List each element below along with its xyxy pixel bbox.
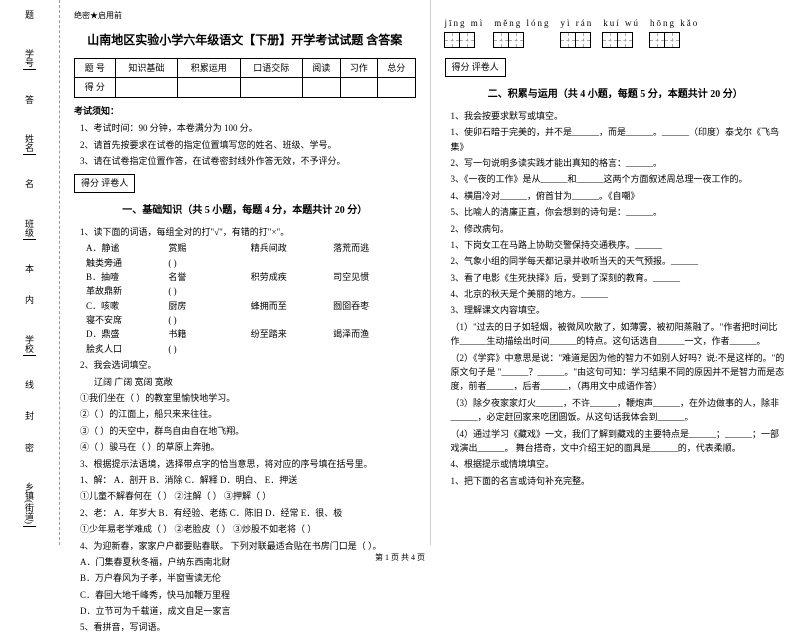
- cell-6[interactable]: [377, 78, 415, 97]
- s2q3-stem: 3、理解课文内容填空。: [451, 303, 787, 317]
- q2-stem: 2、我会选词填空。: [80, 358, 416, 372]
- cell-5[interactable]: [340, 78, 377, 97]
- s2q4-stem: 4、根据提示或情境填空。: [451, 457, 787, 471]
- bind-vert-4: 内: [23, 295, 36, 310]
- s2q3-4: （4）通过学习《藏戏》一文，我们了解到藏戏的主要特点是______；______…: [451, 427, 787, 456]
- q3-1b: ①儿童不解春何在（ ） ②注解（ ） ③押解（ ）: [80, 489, 416, 503]
- s2q2-3: 3、看了电影《生死抉择》后，受到了深刻的教育。______: [451, 271, 787, 285]
- cell-1[interactable]: [115, 78, 177, 97]
- exam-title: 山南地区实验小学六年级语文【下册】开学考试试题 含答案: [74, 31, 416, 50]
- py-3: kuí wú: [603, 16, 640, 48]
- s2q2-stem: 2、修改病句。: [451, 222, 787, 236]
- q3-stem: 3、根据提示法语境，选择带点字的恰当意思，将对应的序号填在括号里。: [80, 457, 416, 471]
- bind-label-4: 乡镇(街道): [23, 482, 36, 527]
- q4-d: D．立节可为千载道，成文自足一家言: [80, 604, 416, 618]
- row-label: 得 分: [75, 78, 116, 97]
- q2-2: ②（ ）的江面上，船只来来往往。: [80, 407, 416, 421]
- notice-3: 3、请在试卷指定位置作答，在试卷密封线外作答无效，不予评分。: [80, 154, 416, 168]
- bind-vert-6: 封: [23, 411, 36, 426]
- s2q2-2: 2、气象小组的同学每天都记录并收听当天的天气预报。______: [451, 254, 787, 268]
- binding-strip: 题 学号 答 姓名 名 班级 本 内 学校 线 封 密 乡镇(街道): [0, 0, 60, 545]
- left-column: 绝密★启用前 山南地区实验小学六年级语文【下册】开学考试试题 含答案 题 号 知…: [60, 0, 431, 545]
- cell-4[interactable]: [303, 78, 340, 97]
- score-box-2: 得分 评卷人: [445, 58, 506, 76]
- q1-rowD: D．鼎盛书籍纷至踏来竭泽而渔脍炙人口( ): [86, 327, 416, 356]
- s2q2-1: 1、下岗女工在马路上协助交警保持交通秩序。______: [451, 238, 787, 252]
- bind-label-3: 学校: [23, 335, 36, 356]
- s2q2-4: 4、北京的秋天是个美丽的地方。______: [451, 287, 787, 301]
- notice-1: 1、考试时间：90 分钟，本卷满分为 100 分。: [80, 121, 416, 135]
- bind-vert-0: 题: [23, 10, 36, 25]
- section1-title: 一、基础知识（共 5 小题，每题 4 分，本题共计 20 分）: [74, 203, 416, 219]
- score-table: 题 号 知识基础 积累运用 口语交际 阅读 习作 总分 得 分: [74, 58, 416, 98]
- page-footer: 第 1 页 共 4 页: [0, 552, 800, 563]
- bind-vert-1: 答: [23, 95, 36, 110]
- s2q3-2: （2）《学弈》中意思是说："难道是因为他的智力不如别人好吗？说:不是这样的。"的…: [451, 351, 787, 394]
- s2q1-4: 4、横眉冷对______，俯首甘为______。《自嘲》: [451, 189, 787, 203]
- q3-1: 1、解： A．剖开 B．消除 C．解释 D．明白、 E．押送: [80, 473, 416, 487]
- bind-vert-2: 名: [23, 179, 36, 194]
- py-1: měng lóng: [494, 16, 550, 48]
- bind-label-0: 学号: [23, 49, 36, 70]
- q4-b: B．万户春风为子孝，半窗雪读无伦: [80, 571, 416, 585]
- s2q1-3: 3、《一夜的工作》是从______和______这两个方面叙述周总理一夜工作的。: [451, 172, 787, 186]
- s2q1-1: 1、使卯石暗于完美的，并不是______，而是______。______（印度）…: [451, 125, 787, 154]
- q3-2b: ①少年易老学难成（ ） ②老脸皮（ ） ③炒股不如老将（ ）: [80, 522, 416, 536]
- py-0: jīng mì: [445, 16, 485, 48]
- q1-rowC: C．咳嗽厨房蜂拥而至囫囵吞枣寝不安席( ): [86, 299, 416, 328]
- bind-vert-5: 线: [23, 380, 36, 395]
- s2q1-2: 2、写一句说明多读实践才能出真知的格言：______。: [451, 156, 787, 170]
- bind-label-1: 姓名: [23, 134, 36, 155]
- pinyin-row: jīng mì měng lóng yì rán kuí wú hōng kǎo: [445, 16, 787, 48]
- q3-2: 2、老： A．年岁大 B．有经验、老练 C．陈旧 D．经常 E．很、极: [80, 506, 416, 520]
- q5-stem: 5、看拼音，写词语。: [80, 620, 416, 634]
- q1-rowA: A．静谧赏赐精兵间政落荒而逃触类旁通( ): [86, 241, 416, 270]
- q1-rowB: B．抽噎名誉积劳成疾司空见惯革故鼎新( ): [86, 270, 416, 299]
- q1-stem: 1、读下面的词语，每组全对的打"√"，有错的打"×"。: [80, 225, 416, 239]
- th-1: 知识基础: [115, 58, 177, 77]
- th-2: 积累运用: [178, 58, 240, 77]
- th-4: 阅读: [303, 58, 340, 77]
- th-0: 题 号: [75, 58, 116, 77]
- s2q1-stem: 1、我会按要求默写或填空。: [451, 109, 787, 123]
- q2-1: ①我们坐在（ ）的教室里愉快地学习。: [80, 391, 416, 405]
- s2q4-1: 1、把下面的名言或诗句补充完整。: [451, 474, 787, 488]
- s2q1-5: 5、比喻人的清廉正直，你会想到的诗句是：______。: [451, 205, 787, 219]
- bind-vert-7: 密: [23, 443, 36, 458]
- cell-3[interactable]: [240, 78, 302, 97]
- section2-title: 二、积累与运用（共 4 小题，每题 5 分，本题共计 20 分）: [445, 87, 787, 103]
- bind-label-2: 班级: [23, 219, 36, 240]
- py-2: yì rán: [561, 16, 594, 48]
- th-3: 口语交际: [240, 58, 302, 77]
- s2q3-3: （3）除夕夜家家灯火______，不许______，鞭炮声______，在外边做…: [451, 396, 787, 425]
- notice-2: 2、请首先按要求在试卷的指定位置填写您的姓名、班级、学号。: [80, 138, 416, 152]
- q2-4: ④（ ）骏马在（ ）的草原上奔驰。: [80, 440, 416, 454]
- q2-words: 辽阔 广阔 宽阔 宽敞: [94, 375, 416, 389]
- th-5: 习作: [340, 58, 377, 77]
- q4-stem: 4、为迎新春，家家户户都要贴春联。 下列对联最适合贴在书房门口是（ ）。: [80, 539, 416, 553]
- cell-2[interactable]: [178, 78, 240, 97]
- right-column: jīng mì měng lóng yì rán kuí wú hōng kǎo…: [431, 0, 800, 545]
- py-4: hōng kǎo: [650, 16, 699, 48]
- notice-title: 考试须知：: [74, 104, 416, 118]
- q4-c: C．春回大地千峰秀，快马加鞭万里程: [80, 588, 416, 602]
- q2-3: ③（ ）的天空中，群鸟自由自在地飞翔。: [80, 424, 416, 438]
- s2q3-1: （1）"过去的日子如轻烟，被微风吹散了，如薄雾，被初阳蒸融了。"作者把时间比作_…: [451, 320, 787, 349]
- bind-vert-3: 本: [23, 264, 36, 279]
- secret-label: 绝密★启用前: [74, 10, 416, 23]
- score-box-1: 得分 评卷人: [74, 174, 135, 192]
- th-6: 总分: [377, 58, 415, 77]
